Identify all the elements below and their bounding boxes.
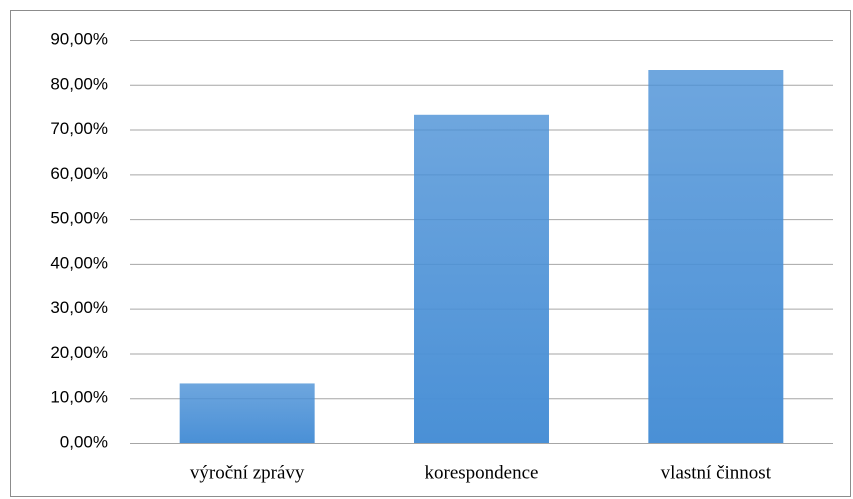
y-tick-label: 10,00% bbox=[50, 388, 108, 407]
y-tick-label: 90,00% bbox=[50, 29, 108, 48]
x-tick-label: výroční zprávy bbox=[190, 462, 305, 483]
y-tick-label: 70,00% bbox=[50, 119, 108, 138]
bar bbox=[648, 70, 784, 444]
y-tick-label: 40,00% bbox=[50, 253, 108, 272]
y-tick-label: 20,00% bbox=[50, 343, 108, 362]
y-tick-label: 80,00% bbox=[50, 74, 108, 93]
y-tick-label: 30,00% bbox=[50, 298, 108, 317]
y-tick-label: 50,00% bbox=[50, 209, 108, 228]
bar bbox=[179, 383, 315, 443]
bar bbox=[414, 114, 549, 443]
y-tick-label: 60,00% bbox=[50, 164, 108, 183]
x-tick-label: vlastní činnost bbox=[661, 462, 772, 483]
y-tick-label: 0,00% bbox=[60, 432, 108, 451]
x-tick-label: korespondence bbox=[425, 462, 539, 483]
